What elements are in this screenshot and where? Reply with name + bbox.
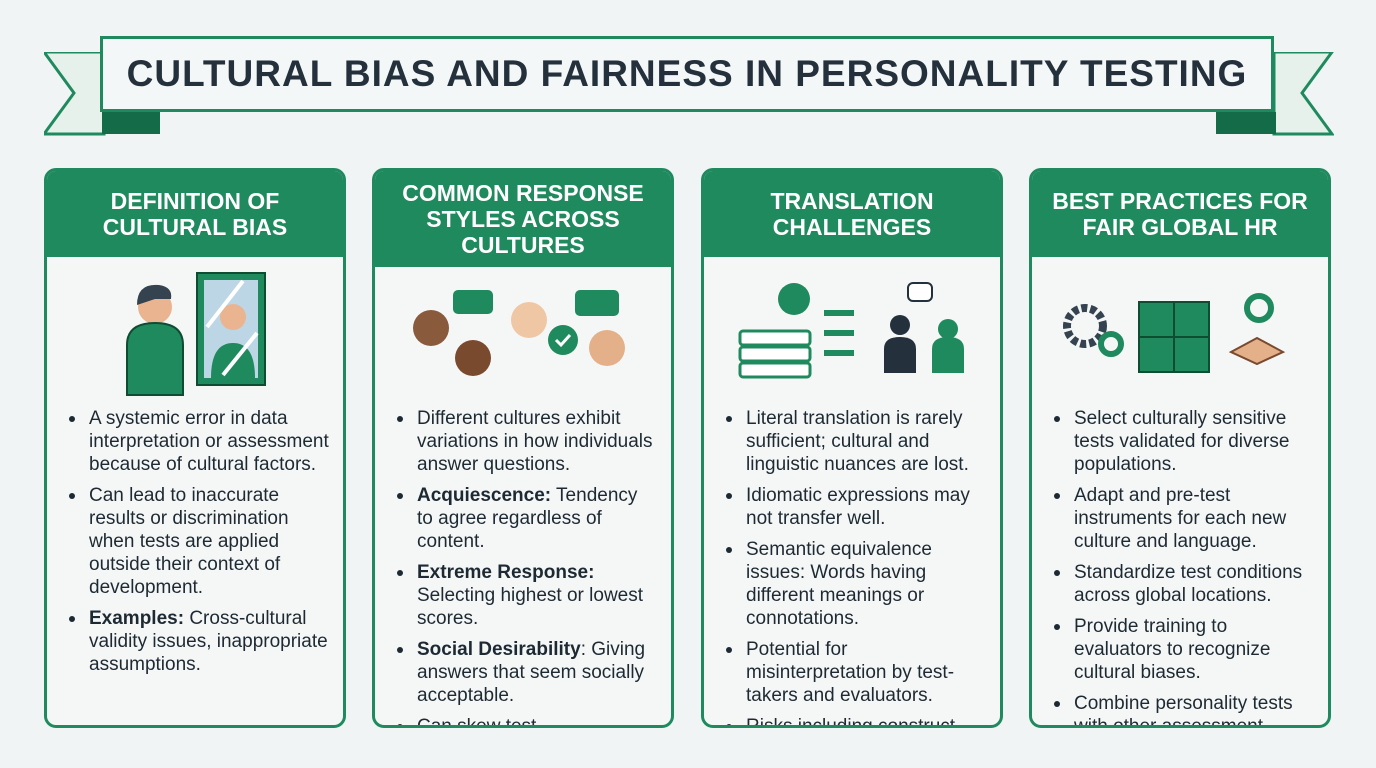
list-item: Risks including construct invalidity and…: [724, 715, 986, 725]
books-globe-translation-icon: [704, 257, 1000, 407]
list-item: Social Desirability: Giving answers that…: [395, 638, 657, 707]
ribbon-left-tail: [44, 52, 160, 136]
list-item: Can skew test interpretations if not acc…: [395, 715, 657, 725]
list-item: Examples: Cross-cultural validity issues…: [67, 607, 329, 676]
title-banner: CULTURAL BIAS AND FAIRNESS IN PERSONALIT…: [100, 36, 1274, 112]
card-title: DEFINITION OF CULTURAL BIAS: [47, 171, 343, 257]
list-item: Semantic equivalence issues: Words havin…: [724, 538, 986, 630]
card-title: COMMON RESPONSE STYLES ACROSS CULTURES: [375, 171, 671, 267]
bullet-list: Literal translation is rarely sufficient…: [704, 407, 1000, 725]
list-item: Literal translation is rarely sufficient…: [724, 407, 986, 476]
list-item: Different cultures exhibit variations in…: [395, 407, 657, 476]
card-definition: DEFINITION OF CULTURAL BIAS A systemic e…: [44, 168, 346, 728]
card-title: BEST PRACTICES FOR FAIR GLOBAL HR: [1032, 171, 1328, 257]
list-item: Provide training to evaluators to recogn…: [1052, 615, 1314, 684]
page-title: CULTURAL BIAS AND FAIRNESS IN PERSONALIT…: [126, 53, 1248, 94]
puzzle-gears-handshake-icon: [1032, 257, 1328, 407]
bullet-list: Select culturally sensitive tests valida…: [1032, 407, 1328, 725]
diverse-people-chat-icon: [375, 267, 671, 407]
list-item: Standardize test conditions across globa…: [1052, 561, 1314, 607]
list-item: Idiomatic expressions may not transfer w…: [724, 484, 986, 530]
person-mirror-icon: [47, 257, 343, 407]
ribbon-right-tail: [1216, 52, 1334, 136]
card-response-styles: COMMON RESPONSE STYLES ACROSS CULTURES D…: [372, 168, 674, 728]
list-item: Potential for misinterpretation by test-…: [724, 638, 986, 707]
card-best-practices: BEST PRACTICES FOR FAIR GLOBAL HR Select…: [1029, 168, 1331, 728]
list-item: Adapt and pre-test instruments for each …: [1052, 484, 1314, 553]
list-item: Select culturally sensitive tests valida…: [1052, 407, 1314, 476]
list-item: Acquiescence: Tendency to agree regardle…: [395, 484, 657, 553]
bullet-list: A systemic error in data interpretation …: [47, 407, 343, 676]
list-item: Combine personality tests with other ass…: [1052, 692, 1314, 725]
bullet-list: Different cultures exhibit variations in…: [375, 407, 671, 725]
card-title: TRANSLATION CHALLENGES: [704, 171, 1000, 257]
card-translation: TRANSLATION CHALLENGES Literal translati…: [701, 168, 1003, 728]
list-item: Extreme Response: Selecting highest or l…: [395, 561, 657, 630]
list-item: A systemic error in data interpretation …: [67, 407, 329, 476]
list-item: Can lead to inaccurate results or discri…: [67, 484, 329, 599]
